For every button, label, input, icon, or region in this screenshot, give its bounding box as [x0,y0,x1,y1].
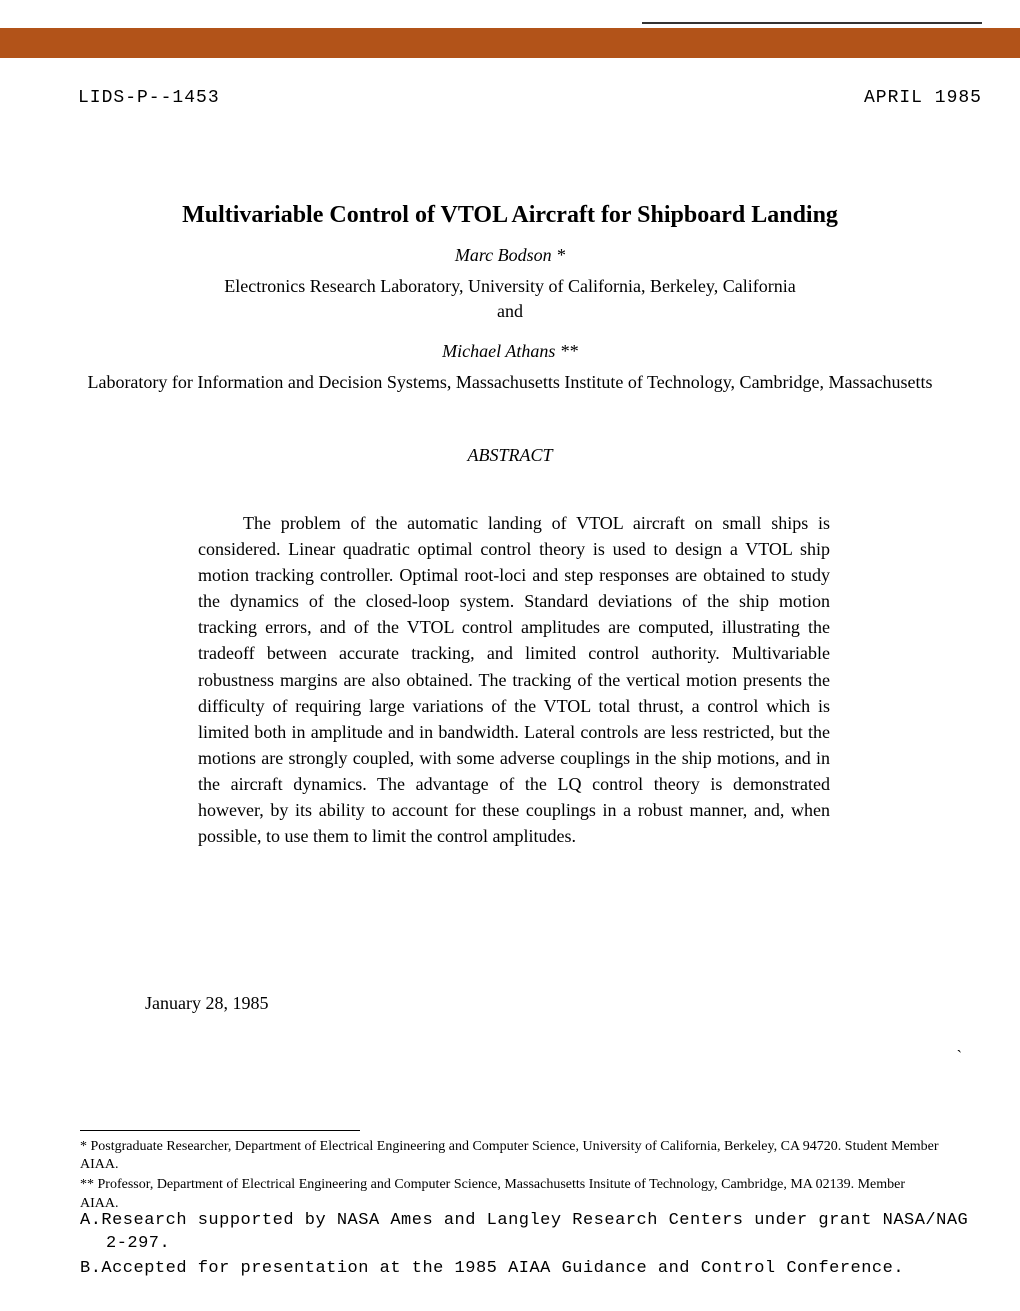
paper-title: Multivariable Control of VTOL Aircraft f… [80,200,940,231]
note-text-b: Accepted for presentation at the 1985 AI… [101,1259,904,1278]
title-block: Multivariable Control of VTOL Aircraft f… [80,200,940,486]
footnotes-block: * Postgraduate Researcher, Department of… [80,1138,940,1215]
author-affiliation-2: Laboratory for Information and Decision … [80,370,940,395]
submission-date: January 28, 1985 [145,993,268,1014]
footnote-2: ** Professor, Department of Electrical E… [80,1176,940,1212]
abstract-body: The problem of the automatic landing of … [198,510,830,849]
author-name-1: Marc Bodson * [80,245,940,266]
note-label-a: A. [80,1211,101,1230]
header-bar [0,28,1020,58]
notes-list: A.Research supported by NASA Ames and La… [80,1210,1000,1281]
note-b: B.Accepted for presentation at the 1985 … [80,1258,1000,1281]
note-label-b: B. [80,1259,101,1278]
footnote-rule [80,1130,360,1131]
stray-mark: ` [957,1048,962,1066]
header-row: LIDS-P--1453 APRIL 1985 [78,88,982,108]
note-a: A.Research supported by NASA Ames and La… [80,1210,1000,1256]
footnote-1: * Postgraduate Researcher, Department of… [80,1138,940,1174]
abstract-heading: ABSTRACT [80,445,940,466]
doc-id: LIDS-P--1453 [78,88,220,108]
header-rule [642,22,982,24]
author-name-2: Michael Athans ** [80,341,940,362]
affiliation-joiner: and [497,301,523,321]
doc-date: APRIL 1985 [864,88,982,108]
affiliation-text-1: Electronics Research Laboratory, Univers… [224,276,795,296]
author-affiliation-1: Electronics Research Laboratory, Univers… [80,274,940,324]
note-text-a: Research supported by NASA Ames and Lang… [101,1211,968,1253]
